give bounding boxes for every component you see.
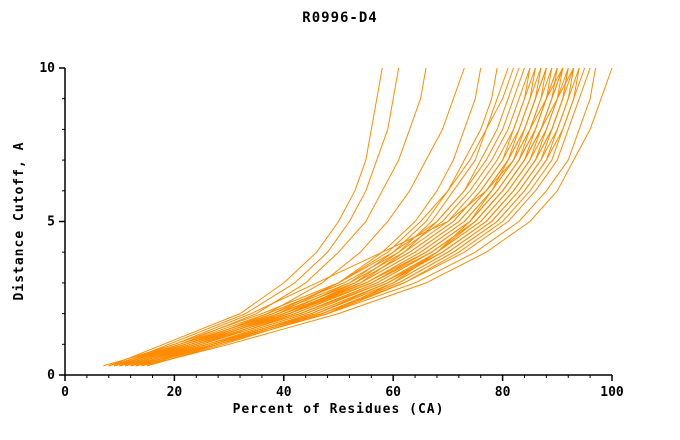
model-curve bbox=[114, 67, 564, 367]
model-curve bbox=[119, 67, 520, 367]
model-curve bbox=[108, 67, 383, 367]
x-tick-label: 20 bbox=[167, 385, 183, 400]
model-curve bbox=[130, 67, 591, 367]
y-tick-label: 5 bbox=[47, 215, 55, 230]
model-curve bbox=[125, 67, 509, 367]
x-tick-label: 80 bbox=[495, 385, 511, 400]
model-curve bbox=[103, 67, 525, 367]
model-curve bbox=[141, 67, 613, 367]
y-tick-label: 10 bbox=[39, 61, 55, 76]
model-curve bbox=[136, 67, 597, 367]
y-axis-label: Distance Cutoff, A bbox=[12, 141, 27, 301]
model-curve bbox=[114, 67, 536, 367]
x-tick-label: 60 bbox=[385, 385, 401, 400]
model-curve bbox=[108, 67, 531, 367]
model-curve bbox=[119, 67, 542, 367]
model-curve bbox=[108, 67, 558, 367]
model-curve bbox=[130, 67, 558, 367]
x-tick-label: 0 bbox=[61, 385, 69, 400]
model-curve bbox=[125, 67, 553, 367]
model-curve bbox=[114, 67, 536, 367]
x-axis-label: Percent of Residues (CA) bbox=[232, 402, 445, 417]
model-curve bbox=[108, 67, 531, 367]
model-curve bbox=[130, 67, 547, 367]
x-tick-label: 100 bbox=[600, 385, 624, 400]
model-curve bbox=[130, 67, 564, 367]
model-curve bbox=[119, 67, 569, 367]
x-tick-label: 40 bbox=[276, 385, 292, 400]
y-tick-label: 0 bbox=[47, 368, 55, 383]
model-curve bbox=[130, 67, 558, 367]
model-curve bbox=[146, 67, 586, 367]
model-curve bbox=[125, 67, 553, 367]
model-curve bbox=[125, 67, 575, 367]
model-curve bbox=[119, 67, 542, 367]
model-curve bbox=[119, 67, 547, 367]
chart-title: R0996-D4 bbox=[302, 10, 378, 26]
model-curve bbox=[135, 67, 564, 367]
model-curve bbox=[108, 67, 400, 367]
model-curve bbox=[125, 67, 547, 367]
